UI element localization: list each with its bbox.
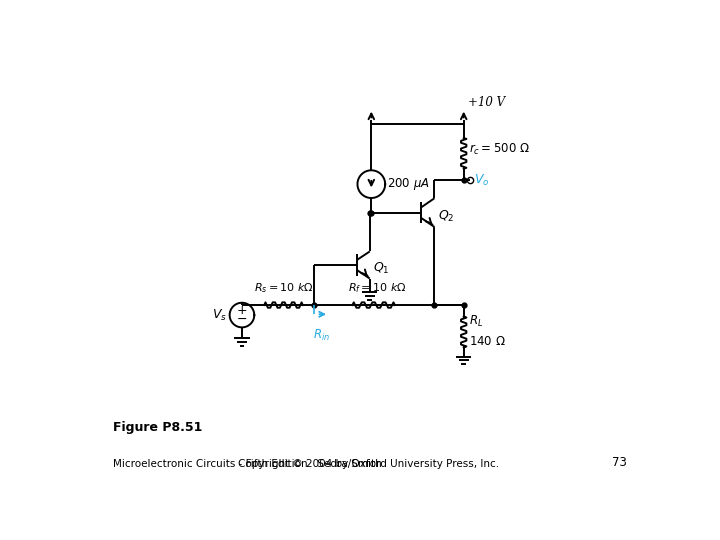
Text: $R_f = 10\ k\Omega$: $R_f = 10\ k\Omega$ bbox=[348, 281, 407, 295]
Text: $200\ \mu A$: $200\ \mu A$ bbox=[387, 176, 431, 192]
Text: Copyright © 2004 by Oxford University Press, Inc.: Copyright © 2004 by Oxford University Pr… bbox=[238, 459, 500, 469]
Text: $R_{in}$: $R_{in}$ bbox=[312, 328, 330, 343]
Text: $V_o$: $V_o$ bbox=[474, 173, 490, 188]
Text: $r_c = 500\ \Omega$: $r_c = 500\ \Omega$ bbox=[469, 142, 530, 157]
Text: $Q_2$: $Q_2$ bbox=[438, 209, 455, 224]
Text: −: − bbox=[237, 313, 247, 326]
Text: $R_s = 10\ k\Omega$: $R_s = 10\ k\Omega$ bbox=[253, 281, 313, 295]
Text: $140\ \Omega$: $140\ \Omega$ bbox=[469, 335, 506, 348]
Text: +: + bbox=[237, 304, 247, 317]
Text: Microelectronic Circuits - Fifth Edition   Sedra/Smith: Microelectronic Circuits - Fifth Edition… bbox=[113, 459, 382, 469]
Text: $V_s$: $V_s$ bbox=[212, 307, 227, 322]
Text: 73: 73 bbox=[612, 456, 627, 469]
Text: $R_L$: $R_L$ bbox=[469, 314, 483, 329]
Text: +10 V: +10 V bbox=[467, 96, 505, 109]
Text: Figure P8.51: Figure P8.51 bbox=[113, 421, 203, 434]
Text: $Q_1$: $Q_1$ bbox=[373, 261, 390, 276]
